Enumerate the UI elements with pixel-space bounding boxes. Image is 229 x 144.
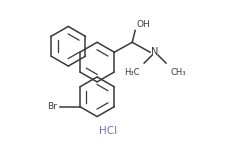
Text: H₃C: H₃C (123, 68, 139, 77)
Text: OH: OH (136, 20, 149, 29)
Text: CH₃: CH₃ (170, 68, 186, 77)
Text: Br: Br (47, 102, 57, 111)
Text: HCl: HCl (98, 126, 117, 136)
Text: N: N (151, 47, 158, 57)
